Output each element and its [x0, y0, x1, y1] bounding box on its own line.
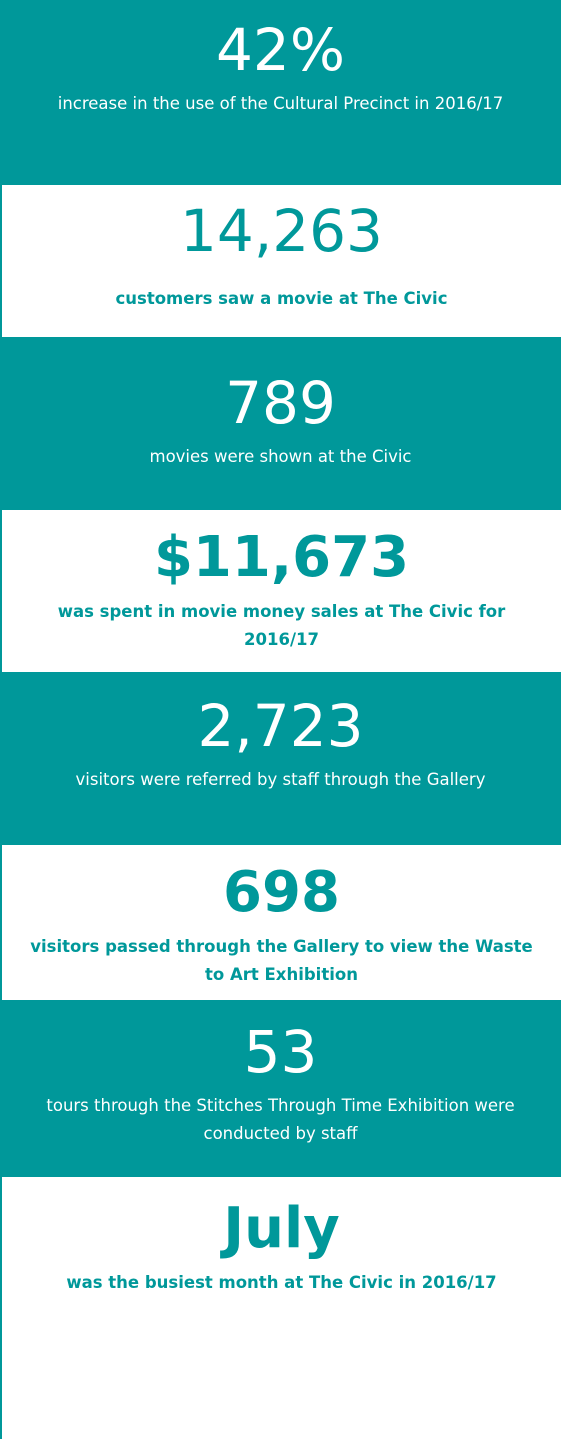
- stat-caption: tours through the Stitches Through Time …: [46, 1096, 515, 1143]
- stat-section: 53 tours through the Stitches Through Ti…: [0, 1000, 561, 1177]
- stat-number: 2,723: [197, 692, 364, 760]
- stat-section: 42% increase in the use of the Cultural …: [0, 0, 561, 185]
- stat-section: 2,723 visitors were referred by staff th…: [0, 672, 561, 845]
- stat-number: 53: [243, 1018, 318, 1086]
- stat-caption: visitors were referred by staff through …: [75, 770, 486, 789]
- stat-section: $11,673 was spent in movie money sales a…: [0, 510, 561, 672]
- stat-caption: increase in the use of the Cultural Prec…: [57, 94, 504, 113]
- stat-section: 698 visitors passed through the Gallery …: [0, 845, 561, 1000]
- stat-section: 789 movies were shown at the Civic: [0, 337, 561, 510]
- stat-number: 789: [225, 369, 336, 437]
- stat-caption: was the busiest month at The Civic in 20…: [66, 1273, 497, 1292]
- stat-caption: was spent in movie money sales at The Ci…: [57, 602, 506, 649]
- stat-caption: visitors passed through the Gallery to v…: [30, 937, 533, 984]
- stat-number: 42%: [216, 16, 345, 84]
- stat-section: 14,263 customers saw a movie at The Civi…: [0, 185, 561, 337]
- stat-number: July: [223, 1196, 340, 1261]
- stat-caption: customers saw a movie at The Civic: [115, 289, 448, 308]
- stat-number: 14,263: [180, 197, 383, 265]
- stat-number: 698: [223, 860, 340, 925]
- stat-number: $11,673: [153, 525, 410, 590]
- stat-section: July was the busiest month at The Civic …: [0, 1177, 561, 1439]
- stat-caption: movies were shown at the Civic: [149, 447, 412, 466]
